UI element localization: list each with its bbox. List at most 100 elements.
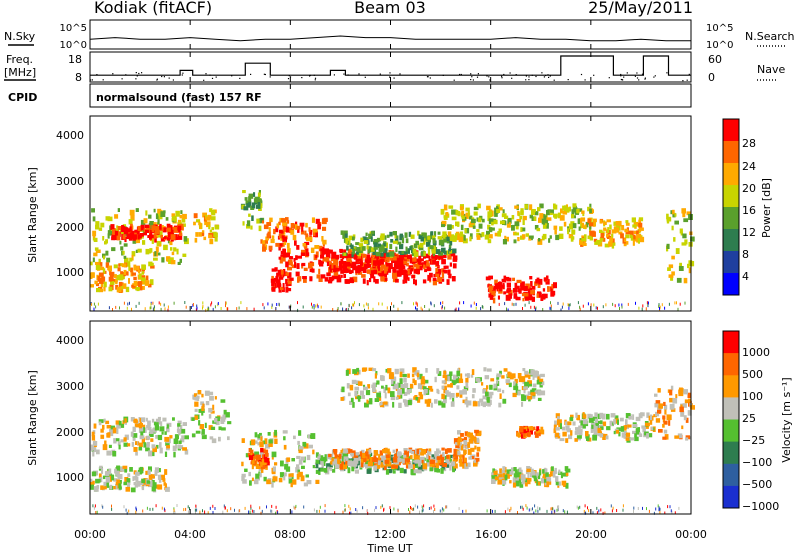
data-cell bbox=[663, 401, 666, 406]
data-cell bbox=[503, 368, 508, 372]
data-cell bbox=[502, 398, 507, 404]
data-cell bbox=[290, 223, 295, 229]
clutter-cell bbox=[415, 306, 416, 310]
clutter-cell bbox=[236, 307, 238, 311]
clutter-cell bbox=[444, 306, 446, 310]
data-cell bbox=[140, 430, 144, 437]
data-cell bbox=[443, 387, 447, 394]
data-cell bbox=[384, 459, 389, 464]
data-cell bbox=[436, 368, 440, 374]
data-cell bbox=[683, 218, 689, 223]
data-cell bbox=[516, 432, 520, 437]
data-cell bbox=[670, 276, 674, 281]
data-cell bbox=[184, 435, 189, 440]
data-cell bbox=[553, 203, 556, 209]
data-cell bbox=[440, 278, 445, 282]
data-cell bbox=[401, 250, 405, 254]
data-cell bbox=[461, 438, 465, 442]
data-cell bbox=[374, 255, 380, 260]
data-cell bbox=[127, 483, 130, 489]
clutter-cell bbox=[560, 308, 562, 312]
clutter-cell bbox=[260, 511, 262, 515]
clutter-cell bbox=[517, 511, 518, 514]
data-cell bbox=[566, 428, 571, 433]
clutter-cell bbox=[633, 509, 634, 513]
cpid-label: CPID bbox=[8, 91, 37, 104]
data-cell bbox=[136, 266, 140, 271]
clutter-cell bbox=[158, 301, 160, 305]
data-cell bbox=[513, 239, 517, 244]
data-cell bbox=[357, 251, 362, 257]
data-cell bbox=[259, 472, 262, 478]
data-cell bbox=[171, 251, 175, 256]
nave-dot bbox=[125, 74, 127, 76]
data-cell bbox=[106, 257, 111, 263]
data-cell bbox=[134, 483, 139, 488]
colorbar-swatch bbox=[723, 119, 739, 142]
data-cell bbox=[366, 254, 371, 258]
data-cell bbox=[352, 276, 358, 283]
data-cell bbox=[619, 417, 624, 422]
data-cell bbox=[105, 476, 110, 483]
nave-dot bbox=[168, 77, 170, 79]
data-cell bbox=[98, 473, 102, 479]
data-cell bbox=[400, 254, 404, 259]
data-cell bbox=[603, 227, 607, 231]
clutter-cell bbox=[532, 507, 533, 511]
nave-dot bbox=[549, 75, 551, 77]
data-cell bbox=[392, 455, 395, 459]
data-cell bbox=[565, 482, 569, 489]
freq-label-2: [MHz] bbox=[4, 66, 36, 79]
data-cell bbox=[523, 215, 527, 221]
data-cell bbox=[386, 252, 390, 257]
data-cell bbox=[194, 237, 198, 243]
data-cell bbox=[467, 449, 472, 455]
data-cell bbox=[496, 288, 499, 292]
data-cell bbox=[457, 234, 460, 241]
data-cell bbox=[244, 197, 248, 201]
data-cell bbox=[464, 457, 467, 463]
data-cell bbox=[180, 210, 183, 214]
data-cell bbox=[289, 256, 294, 260]
data-cell bbox=[333, 265, 336, 271]
data-cell bbox=[154, 251, 157, 257]
data-cell bbox=[179, 226, 184, 231]
clutter-cell bbox=[267, 302, 269, 306]
clutter-cell bbox=[550, 304, 552, 308]
clutter-cell bbox=[419, 510, 420, 514]
data-cell bbox=[326, 272, 331, 277]
data-cell bbox=[382, 449, 387, 454]
data-cell bbox=[633, 234, 636, 240]
data-cell bbox=[241, 473, 246, 478]
data-cell bbox=[147, 469, 151, 475]
data-cell bbox=[671, 271, 675, 276]
data-cell bbox=[333, 270, 339, 276]
data-cell bbox=[135, 249, 138, 253]
data-cell bbox=[124, 418, 127, 423]
data-cell bbox=[385, 456, 391, 461]
data-cell bbox=[675, 394, 678, 399]
clutter-cell bbox=[123, 301, 125, 305]
data-cell bbox=[140, 219, 146, 225]
nave-dot bbox=[399, 73, 401, 75]
data-cell bbox=[104, 241, 107, 245]
data-cell bbox=[578, 425, 583, 429]
data-cell bbox=[258, 225, 262, 232]
data-cell bbox=[467, 442, 471, 448]
clutter-cell bbox=[351, 306, 353, 310]
data-cell bbox=[211, 227, 214, 231]
data-cell bbox=[383, 387, 386, 393]
data-cell bbox=[262, 240, 266, 245]
data-cell bbox=[214, 418, 218, 423]
data-cell bbox=[409, 246, 412, 251]
data-cell bbox=[449, 241, 453, 246]
clutter-cell bbox=[348, 303, 350, 307]
clutter-cell bbox=[138, 301, 140, 305]
data-cell bbox=[618, 231, 623, 235]
data-cell bbox=[373, 454, 377, 459]
clutter-cell bbox=[344, 504, 346, 508]
data-cell bbox=[606, 219, 611, 223]
data-cell bbox=[414, 371, 417, 375]
clutter-cell bbox=[365, 302, 367, 306]
